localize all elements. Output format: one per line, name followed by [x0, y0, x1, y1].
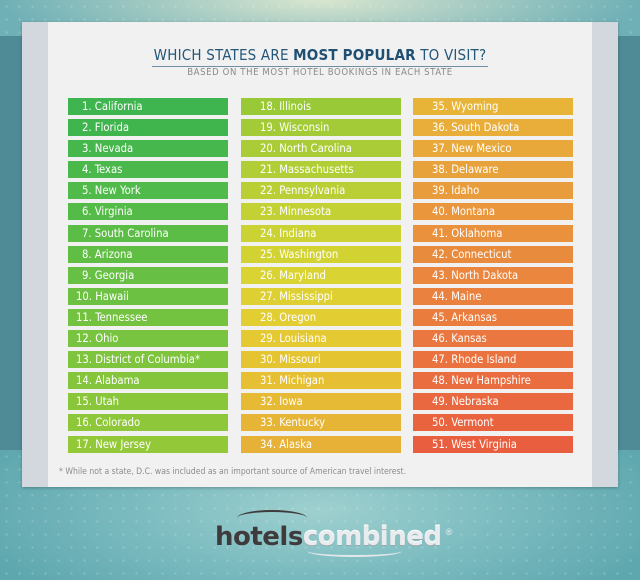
ranking-item: 37. New Mexico — [413, 140, 573, 158]
ranking-item: 42. Connecticut — [413, 245, 573, 263]
ranking-item: 51. West Virginia — [413, 435, 573, 453]
ranking-item: 11. Tennessee — [68, 308, 228, 326]
ranking-item: 31. Michigan — [241, 372, 401, 390]
page-title: WHICH STATES ARE MOST POPULAR TO VISIT? — [22, 46, 618, 67]
title-underline: WHICH STATES ARE MOST POPULAR TO VISIT? — [151, 46, 489, 67]
ranking-item: 43. North Dakota — [413, 266, 573, 284]
ranking-item: 2. Florida — [68, 119, 228, 137]
ranking-item: 16. Colorado — [68, 414, 228, 432]
ranking-item: 5. New York — [68, 182, 228, 200]
ranking-item: 17. New Jersey — [68, 435, 228, 453]
ranking-item: 35. Wyoming — [413, 98, 573, 115]
ranking-item: 18. Illinois — [241, 98, 401, 115]
hotelscombined-logo: hotelscombined ® — [215, 510, 453, 557]
panel-right-strip — [592, 22, 618, 487]
logo-arc-bottom — [307, 545, 402, 557]
ranking-item: 8. Arizona — [68, 245, 228, 263]
ranking-item: 14. Alabama — [68, 372, 228, 390]
ranking-column-2: 18. Illinois 19. Wisconsin 20. North Carol… — [241, 98, 401, 457]
ranking-item: 24. Indiana — [241, 224, 401, 242]
ranking-item: 44. Maine — [413, 287, 573, 305]
ranking-item: 30. Missouri — [241, 351, 401, 369]
ranking-item: 50. Vermont — [413, 414, 573, 432]
ranking-item: 6. Virginia — [68, 203, 228, 221]
ranking-item: 3. Nevada — [68, 140, 228, 158]
ranking-item: 49. Nebraska — [413, 393, 573, 411]
ranking-item: 38. Delaware — [413, 161, 573, 179]
infographic-panel: WHICH STATES ARE MOST POPULAR TO VISIT? … — [22, 22, 618, 487]
ranking-item: 22. Pennsylvania — [241, 182, 401, 200]
ranking-item: 26. Maryland — [241, 266, 401, 284]
ranking-item: 39. Idaho — [413, 182, 573, 200]
registered-mark-icon: ® — [444, 528, 453, 538]
ranking-item: 45. Arkansas — [413, 308, 573, 326]
ranking-item: 4. Texas — [68, 161, 228, 179]
ranking-item: 41. Oklahoma — [413, 224, 573, 242]
ranking-item: 21. Massachusetts — [241, 161, 401, 179]
logo-text-hotels: hotels — [215, 522, 303, 552]
ranking-item: 36. South Dakota — [413, 119, 573, 137]
ranking-item: 10. Hawaii — [68, 287, 228, 305]
logo-arc-top — [237, 510, 307, 526]
ranking-item: 28. Oregon — [241, 308, 401, 326]
ranking-item: 19. Wisconsin — [241, 119, 401, 137]
panel-left-strip — [22, 22, 48, 487]
ranking-item: 27. Mississippi — [241, 287, 401, 305]
title-suffix: TO VISIT? — [415, 46, 487, 64]
ranking-item: 34. Alaska — [241, 435, 401, 453]
ranking-item: 48. New Hampshire — [413, 372, 573, 390]
ranking-item: 47. Rhode Island — [413, 351, 573, 369]
ranking-item: 46. Kansas — [413, 330, 573, 348]
page-subtitle: BASED ON THE MOST HOTEL BOOKINGS IN EACH… — [187, 67, 453, 78]
ranking-item: 40. Montana — [413, 203, 573, 221]
ranking-item: 12. Ohio — [68, 330, 228, 348]
ranking-item: 29. Louisiana — [241, 330, 401, 348]
ranking-item: 32. Iowa — [241, 393, 401, 411]
ranking-item: 23. Minnesota — [241, 203, 401, 221]
ranking-column-3: 35. Wyoming 36. South Dakota 37. New Mexic… — [413, 98, 573, 457]
title-prefix: WHICH STATES ARE — [153, 46, 294, 64]
ranking-item: 25. Washington — [241, 245, 401, 263]
ranking-item: 20. North Carolina — [241, 140, 401, 158]
ranking-item: 7. South Carolina — [68, 224, 228, 242]
ranking-item: 13. District of Columbia* — [68, 351, 228, 369]
ranking-item: 9. Georgia — [68, 266, 228, 284]
ranking-item: 15. Utah — [68, 393, 228, 411]
title-emphasis: MOST POPULAR — [293, 46, 416, 64]
ranking-item: 33. Kentucky — [241, 414, 401, 432]
ranking-column-1: 1. California 2. Florida 3. Nevada 4. Texas… — [68, 98, 228, 457]
footnote: * While not a state, D.C. was included a… — [59, 467, 407, 477]
ranking-item: 1. California — [68, 98, 228, 115]
